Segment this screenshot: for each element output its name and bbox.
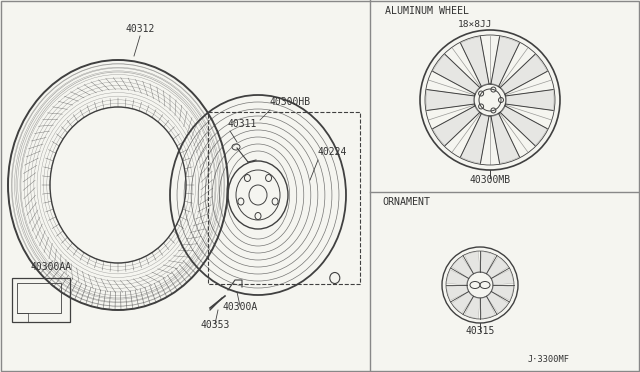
Text: ALUMINUM WHEEL: ALUMINUM WHEEL bbox=[385, 6, 469, 16]
Polygon shape bbox=[500, 54, 547, 94]
Polygon shape bbox=[461, 37, 489, 87]
Polygon shape bbox=[446, 285, 468, 301]
Polygon shape bbox=[486, 292, 509, 314]
Polygon shape bbox=[465, 251, 480, 274]
Polygon shape bbox=[480, 251, 495, 274]
Polygon shape bbox=[486, 256, 509, 279]
Polygon shape bbox=[506, 90, 554, 110]
Text: ORNAMENT: ORNAMENT bbox=[382, 197, 430, 207]
Polygon shape bbox=[451, 292, 474, 314]
Text: 40300HB: 40300HB bbox=[270, 97, 311, 107]
Text: 18×8JJ: 18×8JJ bbox=[458, 20, 492, 29]
Text: 40224: 40224 bbox=[318, 147, 348, 157]
Polygon shape bbox=[461, 113, 489, 163]
Polygon shape bbox=[433, 54, 480, 94]
Text: 40300AA: 40300AA bbox=[30, 262, 71, 272]
Polygon shape bbox=[480, 296, 495, 319]
Polygon shape bbox=[491, 113, 520, 163]
Text: 40311: 40311 bbox=[228, 119, 257, 129]
Text: 40315: 40315 bbox=[465, 326, 495, 336]
Polygon shape bbox=[491, 37, 520, 87]
Text: 40353: 40353 bbox=[200, 320, 230, 330]
Polygon shape bbox=[492, 269, 514, 285]
Polygon shape bbox=[492, 285, 514, 301]
Text: 40300MB: 40300MB bbox=[469, 175, 511, 185]
Text: 40300A: 40300A bbox=[222, 302, 258, 312]
Polygon shape bbox=[500, 106, 547, 145]
Text: J·3300MF: J·3300MF bbox=[528, 355, 570, 364]
Polygon shape bbox=[426, 90, 474, 110]
Polygon shape bbox=[446, 269, 468, 285]
Polygon shape bbox=[465, 296, 480, 319]
Text: 40312: 40312 bbox=[125, 24, 155, 34]
Polygon shape bbox=[451, 256, 474, 279]
Polygon shape bbox=[433, 106, 480, 145]
